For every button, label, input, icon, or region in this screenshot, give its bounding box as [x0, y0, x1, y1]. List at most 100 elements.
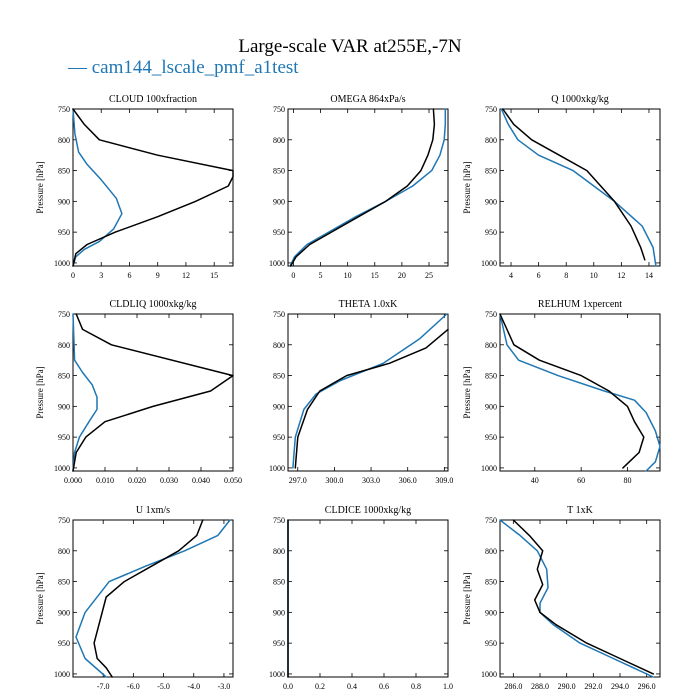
x-tick-label: 0: [291, 271, 295, 280]
subplot-8: CLDICE 1000xkg/kg 750 800 850 900 950 1000 0.0 0…: [269, 505, 453, 691]
y-tick-label: 800: [485, 547, 497, 556]
y-tick-label: 800: [58, 341, 70, 350]
x-tick-label: 0.040: [192, 476, 210, 485]
x-tick-label: 14: [645, 271, 653, 280]
y-tick-label: 800: [273, 341, 285, 350]
x-tick-label: 6: [537, 271, 541, 280]
x-tick-label: 0: [71, 271, 75, 280]
y-tick-label: 950: [273, 433, 285, 442]
x-tick-label: -3.0: [218, 682, 231, 691]
subplot-title: RELHUM 1xpercent: [538, 299, 622, 310]
subplot-title: Q 1000xkg/kg: [551, 94, 609, 105]
plot-frame: [72, 519, 234, 678]
subplot-title: U 1xm/s: [136, 505, 170, 516]
legend-line-marker: —: [68, 57, 87, 78]
x-tick-label: 0.4: [347, 682, 357, 691]
x-tick-label: 10: [344, 271, 352, 280]
subplot-1: CLOUD 100xfraction Pressure [hPa] 750 800 85…: [35, 94, 234, 280]
y-tick-label: 1000: [269, 670, 285, 679]
plot-frame: [287, 519, 449, 678]
y-tick-label: 1000: [481, 670, 497, 679]
y-tick-label: 750: [58, 516, 70, 525]
x-tick-label: 290.0: [558, 682, 576, 691]
series-line-blue: [499, 519, 655, 678]
x-tick-label: 1.0: [443, 682, 453, 691]
subplot-2: OMEGA 864xPa/s 750 800 850 900 950 1000 0 5 10 15 2…: [269, 94, 449, 280]
series-line-black: [93, 519, 204, 678]
y-tick-label: 750: [273, 105, 285, 114]
subplot-6: RELHUM 1xpercent Pressure [hPa] 750 800 850 9…: [462, 299, 661, 485]
y-tick-label: 1000: [54, 464, 70, 473]
y-tick-label: 800: [273, 136, 285, 145]
x-tick-label: 20: [398, 271, 406, 280]
x-tick-label: 306.0: [399, 476, 417, 485]
subplot-4: CLDLIQ 1000xkg/kg Pressure [hPa] 750 800 850…: [35, 299, 242, 485]
y-tick-label: 750: [58, 310, 70, 319]
y-tick-label: 850: [58, 372, 70, 381]
series-line-blue: [292, 313, 448, 469]
y-tick-label: 1000: [269, 464, 285, 473]
y-tick-label: 900: [273, 197, 285, 206]
subplot-7: U 1xm/s Pressure [hPa] 750 800 850 900 950 1000…: [35, 505, 234, 691]
series-line-black: [72, 108, 234, 267]
y-tick-label: 850: [58, 578, 70, 587]
plot-frame: [72, 108, 234, 267]
plot-frame: [499, 108, 661, 267]
y-tick-label: 900: [485, 402, 497, 411]
x-tick-label: 286.0: [504, 682, 522, 691]
y-axis-label: Pressure [hPa]: [35, 161, 45, 213]
y-tick-label: 850: [273, 578, 285, 587]
plot-frame: [72, 313, 234, 472]
y-tick-label: 850: [58, 167, 70, 176]
x-tick-label: 296.0: [638, 682, 656, 691]
x-tick-label: 0.020: [128, 476, 146, 485]
subplot-title: CLDLIQ 1000xkg/kg: [110, 299, 197, 310]
y-tick-label: 850: [485, 167, 497, 176]
y-tick-label: 750: [485, 516, 497, 525]
x-tick-label: 0.030: [160, 476, 178, 485]
y-tick-label: 950: [58, 228, 70, 237]
x-tick-label: 297.0: [289, 476, 307, 485]
x-tick-label: 9: [156, 271, 160, 280]
y-tick-label: 800: [58, 547, 70, 556]
y-tick-label: 750: [485, 105, 497, 114]
plot-frame: [499, 313, 661, 472]
x-tick-label: 288.0: [531, 682, 549, 691]
y-tick-label: 800: [58, 136, 70, 145]
subplot-title: CLOUD 100xfraction: [109, 94, 197, 105]
x-tick-label: 0.8: [411, 682, 421, 691]
y-axis-label: Pressure [hPa]: [462, 366, 472, 418]
x-tick-label: 8: [564, 271, 568, 280]
x-tick-label: 292.0: [584, 682, 602, 691]
x-tick-label: 15: [210, 271, 218, 280]
plot-frame: [287, 313, 449, 472]
y-tick-label: 1000: [54, 670, 70, 679]
series-line-black: [294, 328, 449, 469]
series-line-black: [499, 313, 645, 469]
x-tick-label: 4: [509, 271, 513, 280]
x-tick-label: 294.0: [611, 682, 629, 691]
y-tick-label: 1000: [481, 259, 497, 268]
y-tick-label: 900: [58, 608, 70, 617]
x-tick-label: 309.0: [435, 476, 453, 485]
y-tick-label: 950: [273, 639, 285, 648]
y-tick-label: 750: [485, 310, 497, 319]
y-tick-label: 950: [485, 228, 497, 237]
series-line-blue: [72, 313, 98, 472]
y-tick-label: 850: [485, 578, 497, 587]
x-tick-label: 0.2: [315, 682, 325, 691]
x-tick-label: 6: [127, 271, 131, 280]
plot-frame: [287, 108, 449, 267]
series-line-blue: [500, 108, 657, 267]
subplot-3: Q 1000xkg/kg Pressure [hPa] 750 800 850 900 95…: [462, 94, 661, 280]
series-line-black: [512, 519, 655, 675]
x-tick-label: 10: [590, 271, 598, 280]
y-tick-label: 1000: [54, 259, 70, 268]
y-tick-label: 950: [58, 433, 70, 442]
x-tick-label: -5.0: [157, 682, 170, 691]
x-tick-label: -4.0: [187, 682, 200, 691]
y-tick-label: 750: [58, 105, 70, 114]
subplot-title: OMEGA 864xPa/s: [330, 94, 405, 105]
subplot-5: THETA 1.0xK 750 800 850 900 950 1000 297.0 300.0…: [269, 299, 453, 485]
